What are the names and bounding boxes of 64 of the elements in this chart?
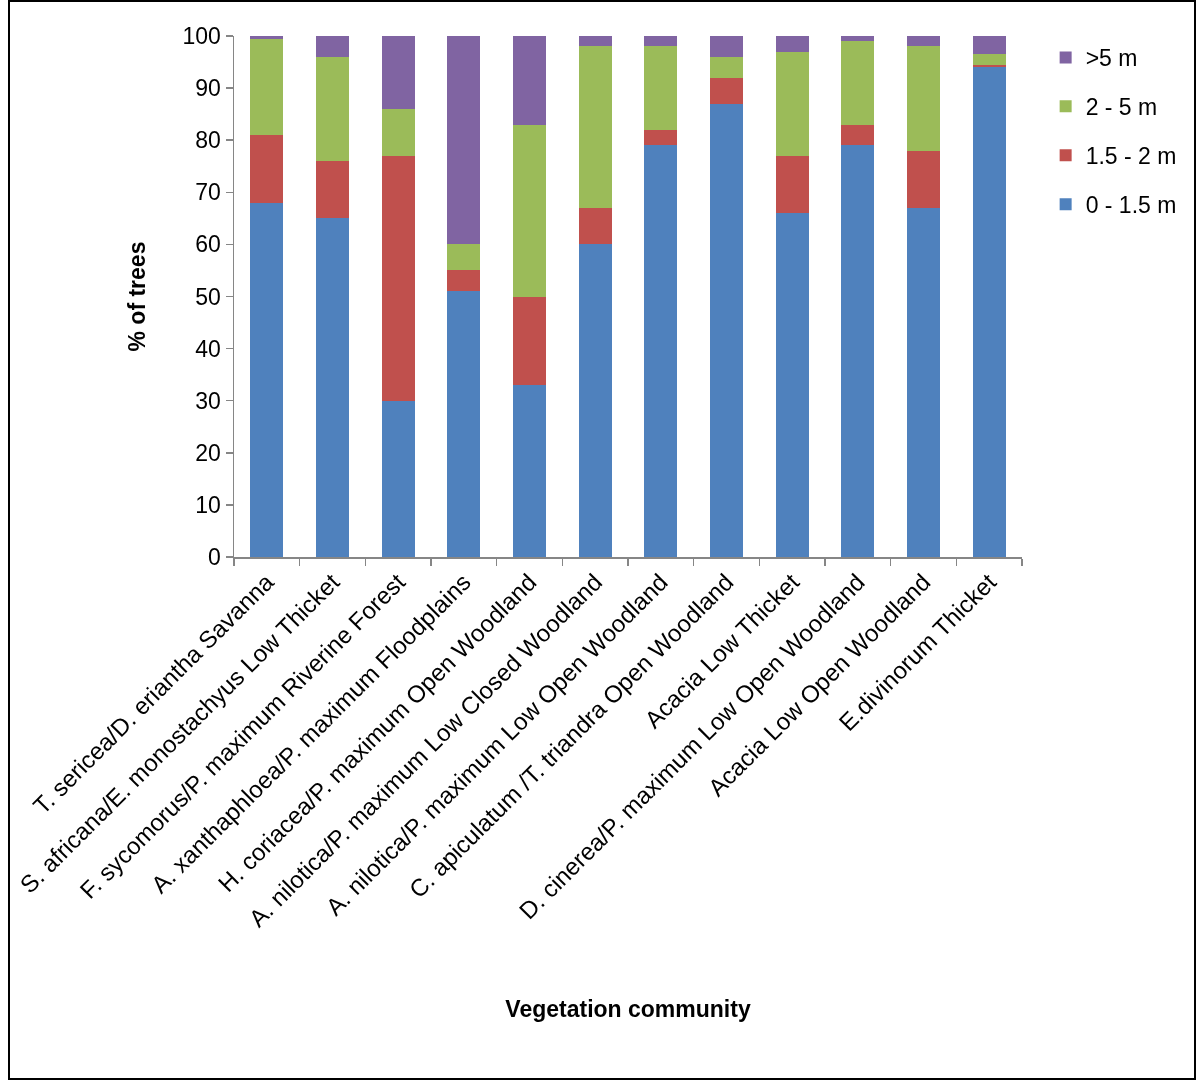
bar bbox=[578, 36, 612, 47]
y-tick-label: 60 bbox=[195, 231, 221, 258]
bar bbox=[447, 270, 481, 292]
bar bbox=[775, 36, 809, 52]
bar bbox=[250, 38, 284, 135]
legend-label: 0 - 1.5 m bbox=[1085, 192, 1177, 219]
bar bbox=[447, 36, 481, 245]
bar bbox=[250, 36, 284, 39]
bar bbox=[250, 134, 284, 203]
y-tick-label: 0 bbox=[208, 544, 221, 571]
y-tick-label: 30 bbox=[195, 387, 221, 414]
y-tick-label: 80 bbox=[195, 127, 221, 154]
bar bbox=[907, 46, 940, 151]
y-axis-title: % of trees bbox=[124, 241, 151, 352]
y-tick-label: 70 bbox=[195, 179, 221, 206]
y-tick-label: 100 bbox=[182, 23, 221, 50]
bar bbox=[578, 46, 612, 208]
bar bbox=[447, 244, 481, 271]
bar bbox=[841, 36, 875, 42]
bar bbox=[972, 54, 1006, 65]
legend-label: >5 m bbox=[1085, 45, 1138, 72]
bar bbox=[644, 46, 678, 130]
bar bbox=[710, 77, 743, 104]
y-tick-label: 40 bbox=[195, 335, 221, 362]
bar bbox=[841, 41, 875, 125]
bar bbox=[513, 385, 546, 557]
legend-label: 2 - 5 m bbox=[1085, 94, 1158, 121]
bar bbox=[381, 36, 415, 109]
bar bbox=[775, 51, 809, 156]
bar bbox=[316, 56, 349, 162]
bar bbox=[710, 56, 743, 78]
bar bbox=[316, 161, 349, 219]
y-tick-label: 50 bbox=[195, 283, 221, 310]
x-axis-title: Vegetation community bbox=[505, 996, 751, 1023]
bar bbox=[907, 36, 940, 47]
bar bbox=[972, 36, 1006, 55]
bar bbox=[841, 145, 875, 557]
bar bbox=[907, 150, 940, 208]
bar bbox=[513, 36, 546, 125]
bar bbox=[644, 129, 678, 146]
bar bbox=[316, 218, 349, 557]
y-tick-label: 20 bbox=[195, 439, 221, 466]
y-tick-label: 90 bbox=[195, 75, 221, 102]
bar bbox=[775, 155, 809, 214]
y-tick-label: 10 bbox=[195, 491, 221, 518]
bar bbox=[841, 124, 875, 146]
bar bbox=[907, 207, 940, 557]
bar bbox=[447, 291, 481, 557]
bar bbox=[710, 36, 743, 57]
bar bbox=[513, 296, 546, 386]
bar bbox=[250, 202, 284, 557]
bar bbox=[316, 36, 349, 57]
bar bbox=[381, 155, 415, 401]
bar bbox=[972, 67, 1006, 557]
bar bbox=[644, 36, 678, 47]
bar bbox=[775, 213, 809, 557]
bar bbox=[644, 145, 678, 557]
bar bbox=[578, 244, 612, 557]
legend-label: 1.5 - 2 m bbox=[1085, 143, 1177, 170]
bar bbox=[578, 207, 612, 245]
bar bbox=[710, 103, 743, 557]
bar bbox=[381, 400, 415, 557]
bar bbox=[513, 124, 546, 297]
bar bbox=[381, 108, 415, 156]
